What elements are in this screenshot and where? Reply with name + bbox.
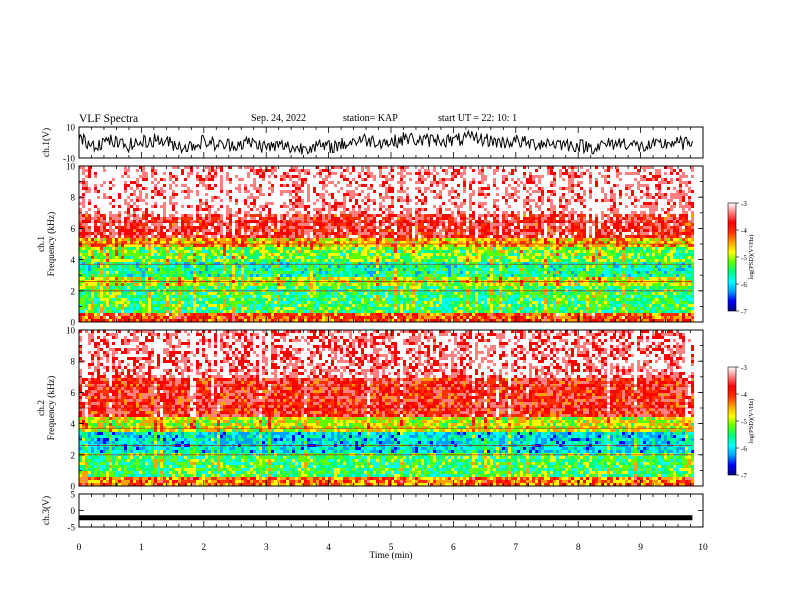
ytick-label: 8 <box>71 193 76 203</box>
panel-axes-0: -10 10 ch.1(V) <box>41 123 704 164</box>
axis-label: ch.3(V) <box>41 496 52 525</box>
axis-label: Frequency (kHz) <box>46 376 57 441</box>
xtick-label: 7 <box>513 543 518 553</box>
ytick-label: 6 <box>71 388 76 398</box>
ytick-label: 0 <box>71 506 76 516</box>
xtick-label: 9 <box>638 543 643 553</box>
colorbar-label: log(PSD)(V²/Hz) <box>748 399 755 444</box>
ytick-label: 4 <box>71 255 76 265</box>
xtick-label: 6 <box>451 543 456 553</box>
colorbar-tick: -6 <box>741 445 747 453</box>
axis-label: ch.1(V) <box>41 128 52 157</box>
ytick-label: 10 <box>66 326 76 336</box>
colorbar-tick: -7 <box>741 472 747 480</box>
axis-label: Frequency (kHz) <box>46 212 57 277</box>
ytick-label: 0 <box>71 482 76 492</box>
ytick-label: 5 <box>71 490 76 500</box>
ytick-label: -10 <box>63 154 75 164</box>
colorbar-tick: -6 <box>741 281 747 289</box>
ytick-label: 0 <box>71 318 76 328</box>
ytick-label: 4 <box>71 419 76 429</box>
colorbar-2: -3 -4 -5 -6 -7 log(PSD)(V²/Hz) <box>727 364 755 480</box>
colorbar-tick: -4 <box>741 391 747 399</box>
xtick-label: 5 <box>389 543 394 553</box>
xtick-label: 2 <box>201 543 206 553</box>
axis-label: ch.1 <box>37 236 47 252</box>
panel-axes-2: 0 2 4 6 8 10 ch.2 Frequency (kHz) <box>37 326 704 492</box>
spectrogram-2 <box>79 330 694 486</box>
colorbar-label: log(PSD)(V²/Hz) <box>748 235 755 280</box>
ch1-trace <box>78 129 693 155</box>
ytick-label: 10 <box>66 123 76 133</box>
ytick-label: 10 <box>66 162 76 172</box>
header-date: Sep. 24, 2022 <box>251 113 306 124</box>
colorbar-tick: -5 <box>741 418 747 426</box>
panel-axes-1: 0 2 4 6 8 10 ch.1 Frequency (kHz) <box>37 162 704 328</box>
header-title: VLF Spectra <box>79 113 138 125</box>
axis-label: ch.2 <box>37 400 47 416</box>
header-start-time: start UT = 22: 10: 1 <box>438 113 517 124</box>
ytick-label: 8 <box>71 357 76 367</box>
xtick-label: 3 <box>264 543 269 553</box>
colorbar-tick: -4 <box>741 227 747 235</box>
spectrogram-1 <box>79 166 694 322</box>
colorbar-1: -3 -4 -5 -6 -7 log(PSD)(V²/Hz) <box>727 200 755 316</box>
header-station: station= KAP <box>343 113 398 124</box>
colorbar-tick: -7 <box>741 308 747 316</box>
xtick-label: 1 <box>139 543 144 553</box>
ytick-label: 2 <box>71 450 76 460</box>
colorbar-tick: -3 <box>741 364 747 372</box>
panel-axes-3: -5 0 5 ch.3(V) <box>41 490 704 533</box>
colorbar-tick: -3 <box>741 200 747 208</box>
xtick-label: 4 <box>326 543 331 553</box>
xtick-label: 10 <box>698 543 708 553</box>
xtick-label: 0 <box>77 543 82 553</box>
ytick-label: 2 <box>71 286 76 296</box>
ytick-label: 6 <box>71 224 76 234</box>
colorbar-tick: -5 <box>741 254 747 262</box>
ytick-label: -5 <box>68 523 76 533</box>
xtick-label: 8 <box>576 543 581 553</box>
x-axis-label: Time (min) <box>369 550 412 561</box>
